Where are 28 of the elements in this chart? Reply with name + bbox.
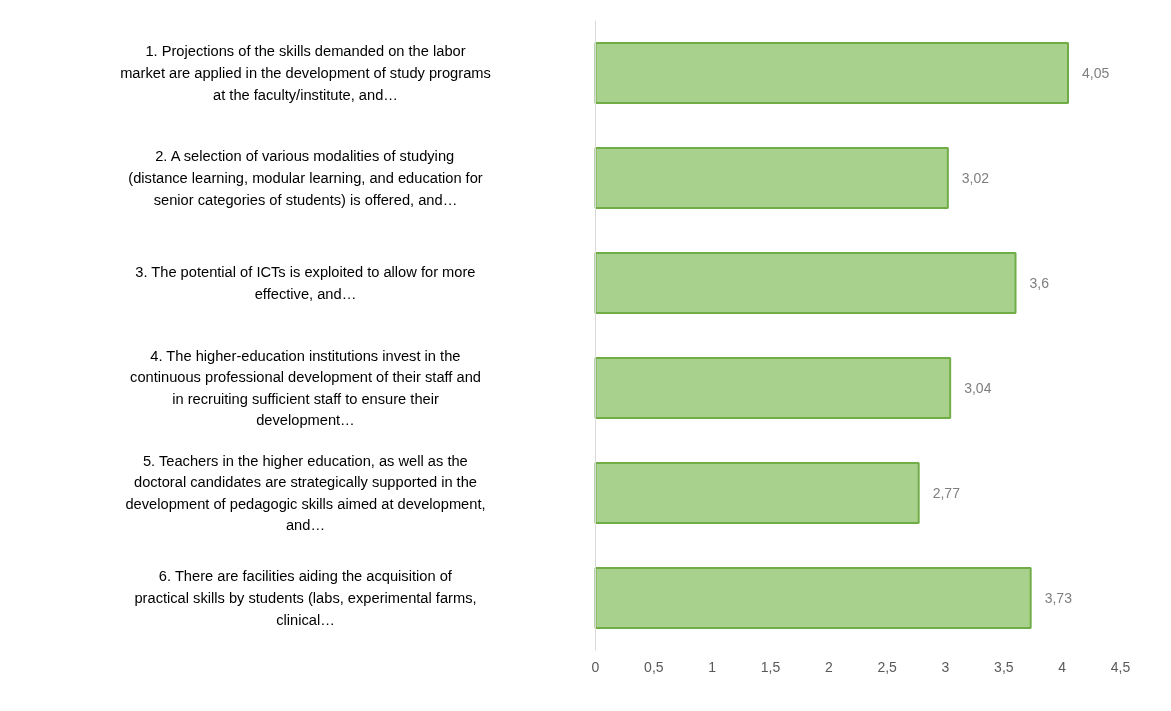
y-tick-label: 4. The higher-education institutions invest in the continuous professional development of their staff and in recruiting sufficient staff to ensure their development… [130, 347, 481, 429]
data-label: 4,05 [1082, 65, 1110, 81]
x-tick-label: 3,5 [994, 658, 1014, 675]
x-tick-label: 2,5 [877, 658, 898, 675]
x-tick-label: 0,5 [644, 658, 664, 675]
x-tick-label: 3 [941, 658, 950, 675]
x-tick-label: 4,5 [1110, 658, 1131, 675]
x-tick-label: 4 [1058, 658, 1067, 675]
bar [594, 147, 949, 209]
bar [594, 42, 1069, 104]
data-label: 3,04 [964, 380, 992, 396]
y-tick-label: 3. The potential of ICTs is exploited to allow for more effective, and… [135, 264, 476, 302]
x-tick-label: 2 [824, 658, 833, 675]
data-label: 3,73 [1044, 590, 1073, 606]
data-label: 2,77 [932, 485, 961, 501]
y-tick-label: 6. There are facilities aiding the acquisition of practical skills by students (labs, experimental farms, clinical… [134, 568, 477, 628]
bar [594, 252, 1017, 314]
x-tick-label: 1,5 [760, 658, 781, 675]
bar [594, 357, 952, 419]
y-tick-label: 2. A selection of various modalities of studying (distance learning, modular learning, and education for senior categories of students) is offered, and… [128, 148, 483, 208]
bar [594, 567, 1032, 629]
bar [594, 462, 920, 524]
y-tick-label: 1. Projections of the skills demanded on the labor market are applied in the development of study programs at the faculty/institute, and… [120, 43, 491, 103]
data-label: 3,6 [1029, 275, 1050, 291]
x-tick-label: 0 [591, 658, 600, 675]
y-tick-label: 5. Teachers in the higher education, as well as the doctoral candidates are strategically supported in the development of pedagogic skills aimed at development, and… [125, 452, 486, 534]
data-label: 3,02 [961, 170, 990, 186]
x-tick-label: 1 [708, 658, 717, 675]
